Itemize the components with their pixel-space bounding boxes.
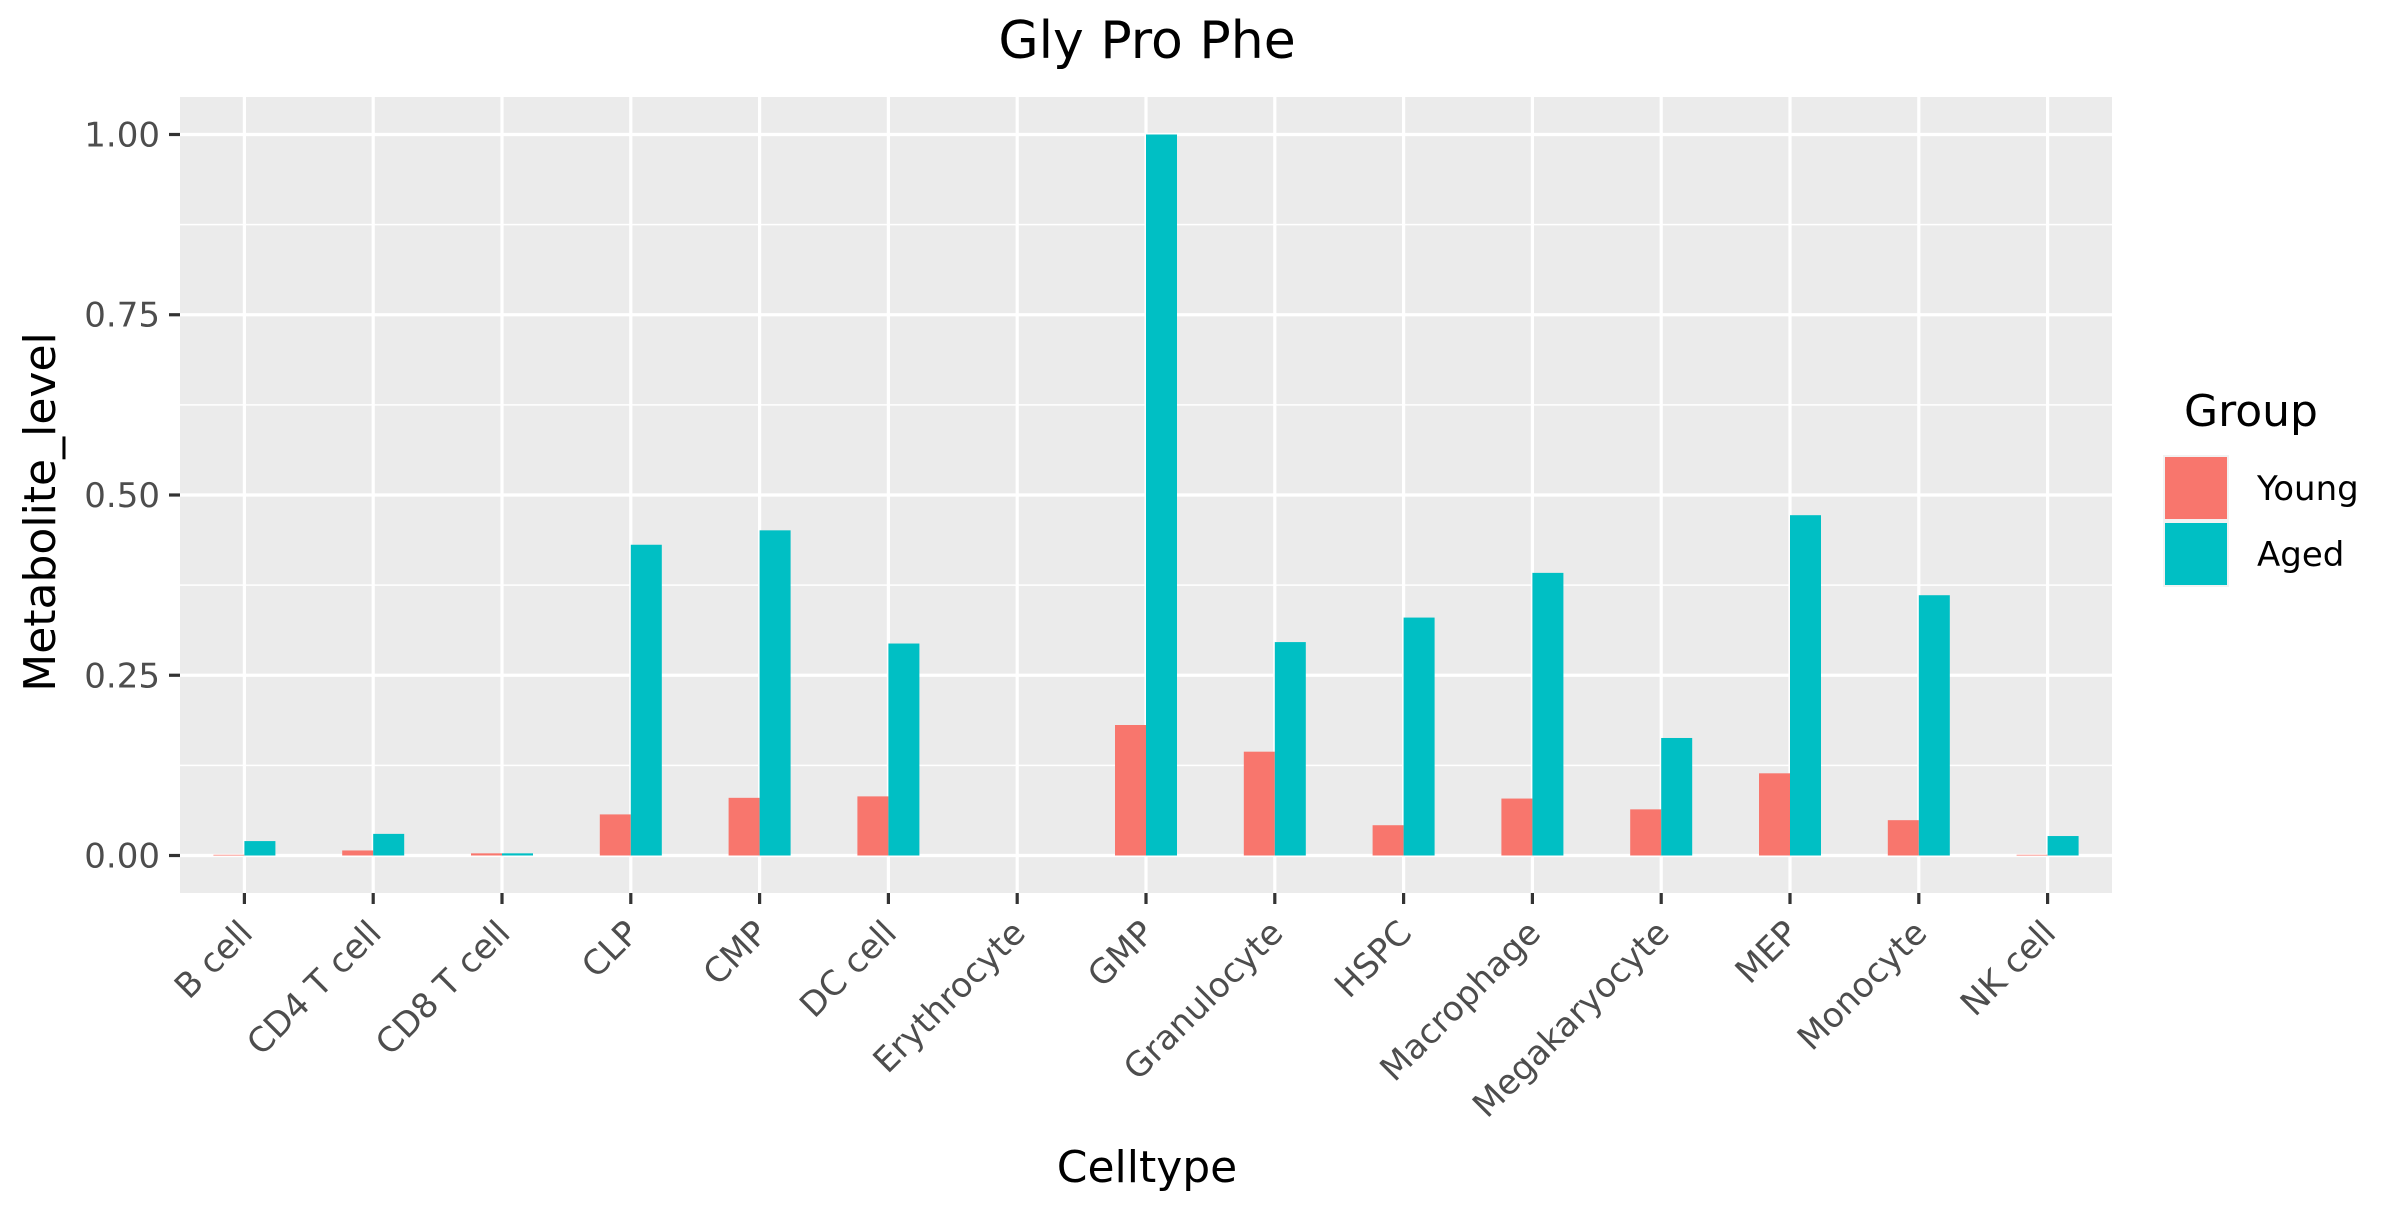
chart-title: Gly Pro Phe: [998, 11, 1295, 71]
bar-young: [1115, 725, 1146, 856]
x-axis-title: Celltype: [1057, 1142, 1238, 1193]
bar-aged: [1918, 595, 1950, 856]
x-tick-label: MEP: [1728, 913, 1807, 992]
bar-young: [471, 853, 502, 856]
bar-aged: [244, 841, 276, 856]
y-tick-label: 0.50: [84, 476, 160, 516]
bar-aged: [759, 530, 791, 856]
bar-aged: [1146, 134, 1177, 856]
y-axis-title: Metabolite_level: [15, 332, 66, 692]
legend-label: Aged: [2257, 535, 2344, 575]
x-tick-label: CMP: [696, 913, 776, 993]
bar-aged: [373, 833, 405, 856]
legend-swatch-young: [2165, 457, 2227, 519]
legend-label: Young: [2256, 469, 2359, 509]
bar-aged: [2047, 836, 2079, 856]
y-tick-label: 0.75: [84, 296, 160, 336]
bar-young: [1501, 798, 1533, 856]
bar-aged: [888, 643, 920, 856]
x-tick-label: CD4 T cell: [239, 913, 389, 1063]
bar-aged: [1532, 572, 1564, 856]
x-tick-label: NK cell: [1953, 913, 2064, 1024]
x-tick-label: HSPC: [1327, 913, 1420, 1006]
bar-aged: [1274, 642, 1306, 856]
bar-young: [2016, 854, 2048, 856]
bar-aged: [630, 544, 662, 856]
x-tick-label: CLP: [574, 913, 647, 986]
y-tick-label: 0.25: [84, 656, 160, 696]
y-tick-label: 0.00: [84, 837, 160, 877]
bar-aged: [1661, 737, 1693, 856]
bar-young: [342, 850, 374, 856]
bar-young: [728, 797, 760, 856]
bar-young: [213, 854, 245, 856]
bar-aged: [502, 853, 533, 856]
bar-aged: [1790, 515, 1821, 856]
bar-aged: [1403, 617, 1435, 856]
bar-young: [857, 796, 889, 856]
bar-young: [1887, 820, 1919, 856]
bars: [213, 134, 2079, 856]
bar-young: [599, 814, 631, 856]
bar-young: [1372, 825, 1404, 856]
x-tick-label: GMP: [1080, 913, 1162, 995]
x-tick-label: DC cell: [792, 913, 905, 1026]
legend: Group Young Aged: [2163, 386, 2359, 587]
x-tick-label: Monocyte: [1790, 913, 1935, 1058]
bar-young: [1759, 773, 1790, 856]
bar-young: [1243, 751, 1275, 856]
legend-swatch-aged: [2165, 523, 2227, 585]
bar-young: [1630, 809, 1662, 856]
legend-title: Group: [2184, 386, 2318, 437]
x-tick-label: CD8 T cell: [368, 913, 518, 1063]
y-tick-label: 1.00: [84, 115, 160, 155]
x-tick-label: B cell: [167, 913, 261, 1007]
